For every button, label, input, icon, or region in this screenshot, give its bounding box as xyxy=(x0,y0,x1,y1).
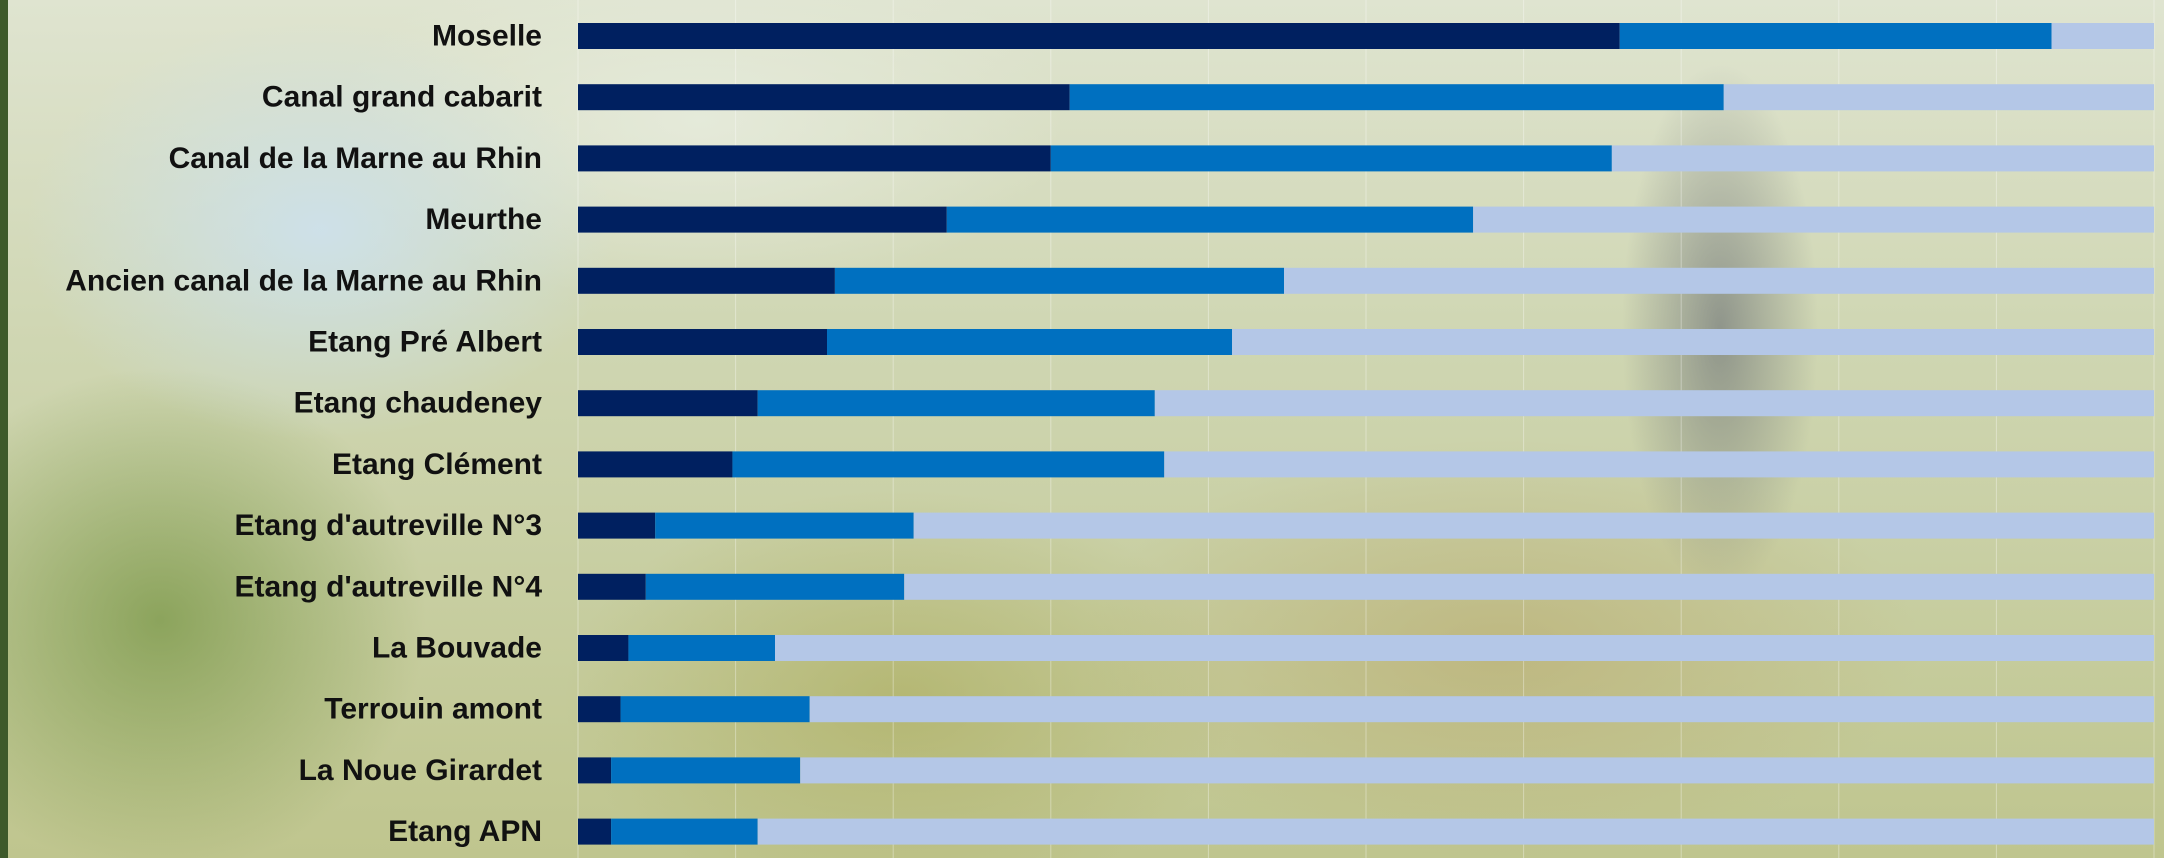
bar-segment xyxy=(578,757,612,784)
bar-segment xyxy=(578,696,621,723)
category-label: Etang Pré Albert xyxy=(308,326,542,359)
bar-segment xyxy=(620,696,810,723)
bar-segment xyxy=(1164,451,2154,478)
bar-segment xyxy=(578,635,629,661)
bar-segment xyxy=(578,206,947,233)
bar-segment xyxy=(611,818,758,845)
bar-segment xyxy=(2051,23,2154,49)
frame-edge xyxy=(0,0,8,858)
bar-segment xyxy=(578,451,733,478)
bar-segment xyxy=(1619,23,2052,49)
bar-segment xyxy=(578,23,1620,49)
category-label: Etang d'autreville N°3 xyxy=(234,509,542,542)
bar-segment xyxy=(827,329,1233,355)
category-label: Etang APN xyxy=(388,815,542,848)
gridlines xyxy=(577,0,2155,858)
category-label: Etang d'autreville N°4 xyxy=(234,570,542,603)
bar-segment xyxy=(578,573,646,600)
bars xyxy=(578,23,2155,845)
bar-segment xyxy=(904,573,2155,600)
bar-segment xyxy=(834,267,1285,294)
bar-segment xyxy=(809,696,2154,723)
bar-segment xyxy=(628,635,775,661)
bar-segment xyxy=(578,329,828,355)
bar-segment xyxy=(1473,206,2154,233)
bar-segment xyxy=(1069,84,1724,111)
bar-segment xyxy=(1284,267,2154,294)
category-label: Etang chaudeney xyxy=(294,387,543,420)
category-label: Canal grand cabarit xyxy=(262,81,542,114)
category-label: Etang Clément xyxy=(332,448,542,481)
bar-segment xyxy=(946,206,1474,233)
bar-segment xyxy=(578,267,835,294)
category-label: Terrouin amont xyxy=(324,693,542,726)
bar-segment xyxy=(611,757,801,784)
bar-segment xyxy=(578,390,758,417)
bar-segment xyxy=(578,145,1051,172)
bar-segment xyxy=(775,635,2154,661)
category-labels: Moselle Canal grand cabarit Canal de la Ma… xyxy=(65,20,542,849)
category-label: La Bouvade xyxy=(372,632,542,665)
category-label: Moselle xyxy=(432,20,542,53)
category-label: Meurthe xyxy=(425,203,542,236)
bar-segment xyxy=(1232,329,2154,355)
category-label: Canal de la Marne au Rhin xyxy=(169,142,542,175)
category-label: La Noue Girardet xyxy=(299,754,542,787)
bar-segment xyxy=(578,84,1070,111)
bar-segment xyxy=(655,512,914,539)
category-label: Ancien canal de la Marne au Rhin xyxy=(65,264,542,297)
bar-segment xyxy=(757,818,2154,845)
bar-segment xyxy=(1050,145,1612,172)
bar-segment xyxy=(578,818,612,845)
bar-segment xyxy=(1611,145,2154,172)
bar-segment xyxy=(800,757,2154,784)
bar-segment xyxy=(578,512,656,539)
bar-segment xyxy=(732,451,1165,478)
bar-segment xyxy=(913,512,2154,539)
bar-segment xyxy=(1723,84,2154,111)
bar-segment xyxy=(645,573,905,600)
bar-segment xyxy=(1154,390,2154,417)
bar-segment xyxy=(757,390,1155,417)
